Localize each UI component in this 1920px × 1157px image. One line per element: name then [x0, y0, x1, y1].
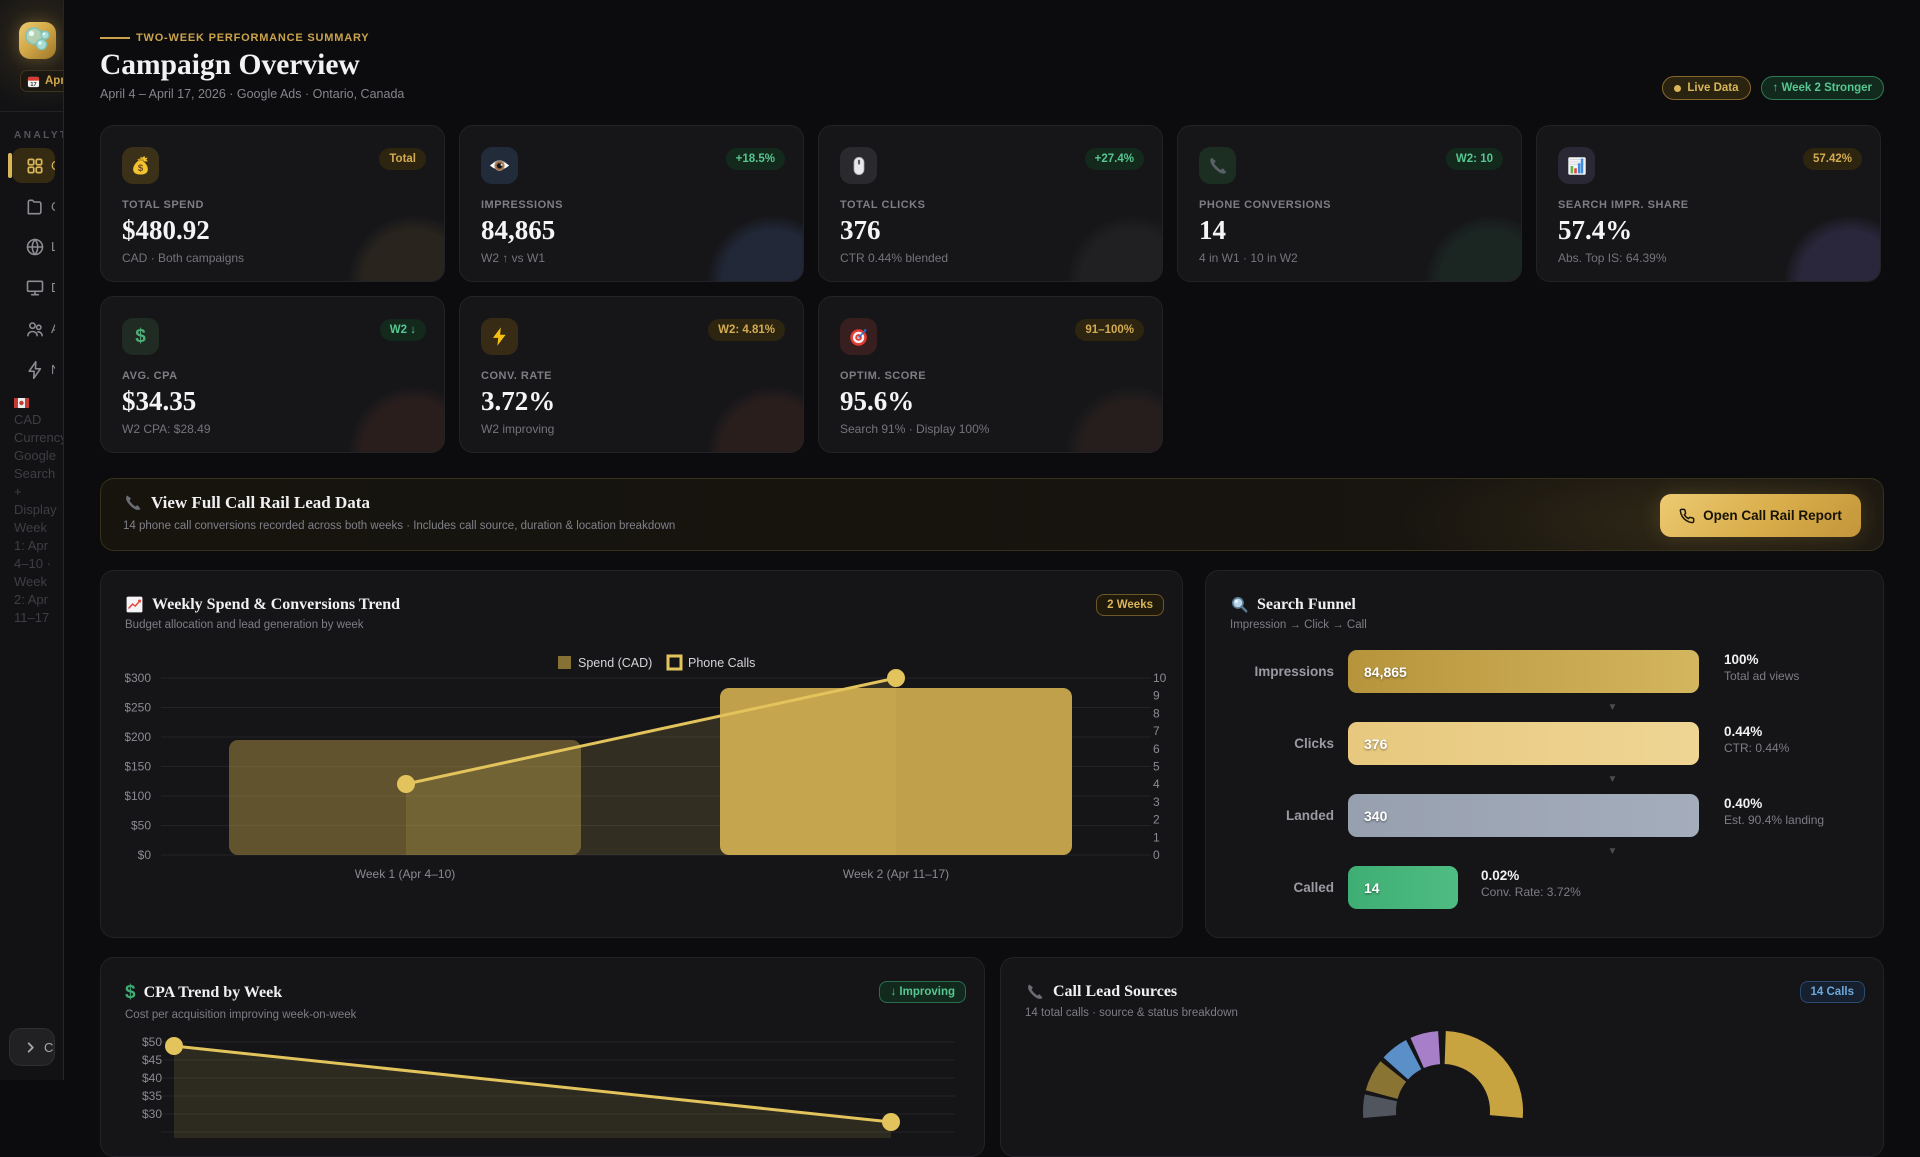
- svg-text:$45: $45: [142, 1053, 162, 1067]
- svg-text:2: 2: [1153, 813, 1160, 827]
- svg-text:$50: $50: [131, 819, 151, 833]
- svg-text:$100: $100: [125, 789, 151, 803]
- svg-text:Spend (CAD): Spend (CAD): [578, 656, 652, 670]
- svg-text:$300: $300: [125, 671, 151, 685]
- svg-text:$30: $30: [142, 1107, 162, 1121]
- svg-text:$250: $250: [125, 701, 151, 715]
- svg-text:6: 6: [1153, 742, 1160, 756]
- svg-text:8: 8: [1153, 706, 1160, 720]
- svg-text:9: 9: [1153, 689, 1160, 703]
- svg-text:$50: $50: [142, 1035, 162, 1049]
- svg-text:$150: $150: [125, 760, 151, 774]
- svg-text:0: 0: [1153, 848, 1160, 862]
- svg-text:$200: $200: [125, 730, 151, 744]
- svg-text:4: 4: [1153, 777, 1160, 791]
- svg-text:$35: $35: [142, 1089, 162, 1103]
- svg-text:7: 7: [1153, 724, 1160, 738]
- svg-text:5: 5: [1153, 760, 1160, 774]
- svg-text:10: 10: [1153, 671, 1167, 685]
- svg-text:Week 1 (Apr 4–10): Week 1 (Apr 4–10): [355, 867, 456, 881]
- svg-text:$: $: [138, 163, 144, 174]
- svg-text:1: 1: [1153, 830, 1160, 844]
- svg-text:$40: $40: [142, 1071, 162, 1085]
- svg-text:3: 3: [1153, 795, 1160, 809]
- svg-text:Phone Calls: Phone Calls: [688, 656, 755, 670]
- svg-text:Week 2 (Apr 11–17): Week 2 (Apr 11–17): [843, 867, 949, 881]
- svg-text:$0: $0: [138, 848, 152, 862]
- svg-text:17: 17: [30, 81, 36, 87]
